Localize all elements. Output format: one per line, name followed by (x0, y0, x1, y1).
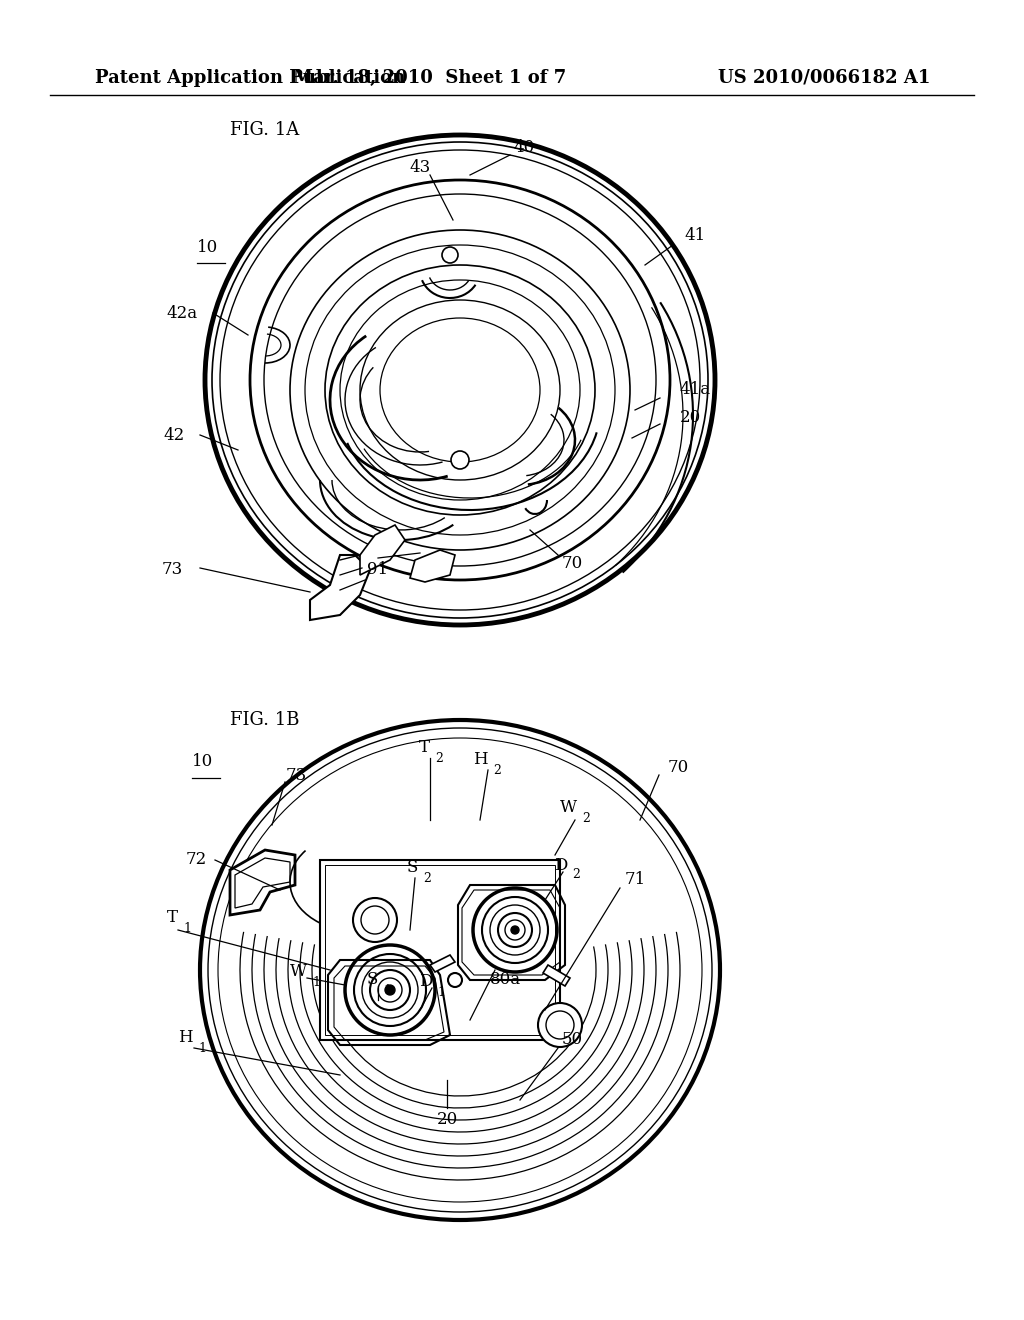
Text: 20: 20 (436, 1111, 458, 1129)
Text: 42: 42 (164, 426, 185, 444)
Text: 40: 40 (513, 140, 535, 157)
Text: 50: 50 (561, 1031, 583, 1048)
Text: W: W (560, 800, 577, 817)
Polygon shape (310, 554, 370, 620)
Text: 1: 1 (383, 983, 391, 997)
Text: 72: 72 (185, 851, 207, 869)
Text: 1: 1 (183, 921, 191, 935)
Polygon shape (230, 850, 295, 915)
Text: 2: 2 (582, 812, 590, 825)
Polygon shape (319, 861, 560, 1040)
Circle shape (449, 973, 462, 987)
Polygon shape (430, 954, 455, 972)
Circle shape (538, 1003, 582, 1047)
Text: 2: 2 (572, 869, 580, 882)
Text: 70: 70 (561, 554, 583, 572)
Polygon shape (360, 525, 406, 576)
Text: 43: 43 (410, 160, 431, 177)
Text: 41: 41 (684, 227, 706, 243)
Text: FIG. 1A: FIG. 1A (230, 121, 299, 139)
Text: 20: 20 (679, 409, 700, 426)
Text: 10: 10 (193, 754, 213, 771)
Text: 70: 70 (668, 759, 688, 776)
Text: 1: 1 (312, 975, 319, 989)
Text: 73: 73 (286, 767, 306, 784)
Circle shape (511, 927, 519, 935)
Text: H: H (178, 1030, 193, 1047)
Text: 73: 73 (162, 561, 183, 578)
Text: H: H (473, 751, 488, 768)
Text: T: T (167, 909, 178, 927)
Text: 2: 2 (423, 871, 431, 884)
Text: 2: 2 (435, 751, 442, 764)
Circle shape (442, 247, 458, 263)
Text: S: S (407, 859, 418, 876)
Text: 41a: 41a (680, 381, 711, 399)
Text: FIG. 1B: FIG. 1B (230, 711, 299, 729)
Text: D: D (554, 857, 567, 874)
Text: Mar. 18, 2010  Sheet 1 of 7: Mar. 18, 2010 Sheet 1 of 7 (293, 69, 566, 87)
Text: S: S (367, 972, 378, 989)
Circle shape (546, 1011, 574, 1039)
Text: 2: 2 (493, 763, 501, 776)
Text: D: D (419, 974, 432, 990)
Text: Patent Application Publication: Patent Application Publication (95, 69, 406, 87)
Text: W: W (290, 964, 307, 981)
Text: 10: 10 (197, 239, 218, 256)
Circle shape (361, 906, 389, 935)
Text: 71: 71 (625, 871, 645, 888)
Circle shape (451, 451, 469, 469)
Text: T: T (419, 739, 430, 756)
Polygon shape (543, 965, 570, 986)
Text: 80a: 80a (489, 972, 520, 989)
Circle shape (385, 985, 395, 995)
Text: US 2010/0066182 A1: US 2010/0066182 A1 (718, 69, 930, 87)
Text: 1: 1 (198, 1041, 206, 1055)
Text: 1: 1 (437, 986, 445, 998)
Circle shape (353, 898, 397, 942)
Text: 91: 91 (368, 561, 388, 578)
Polygon shape (410, 550, 455, 582)
Text: 42a: 42a (167, 305, 198, 322)
